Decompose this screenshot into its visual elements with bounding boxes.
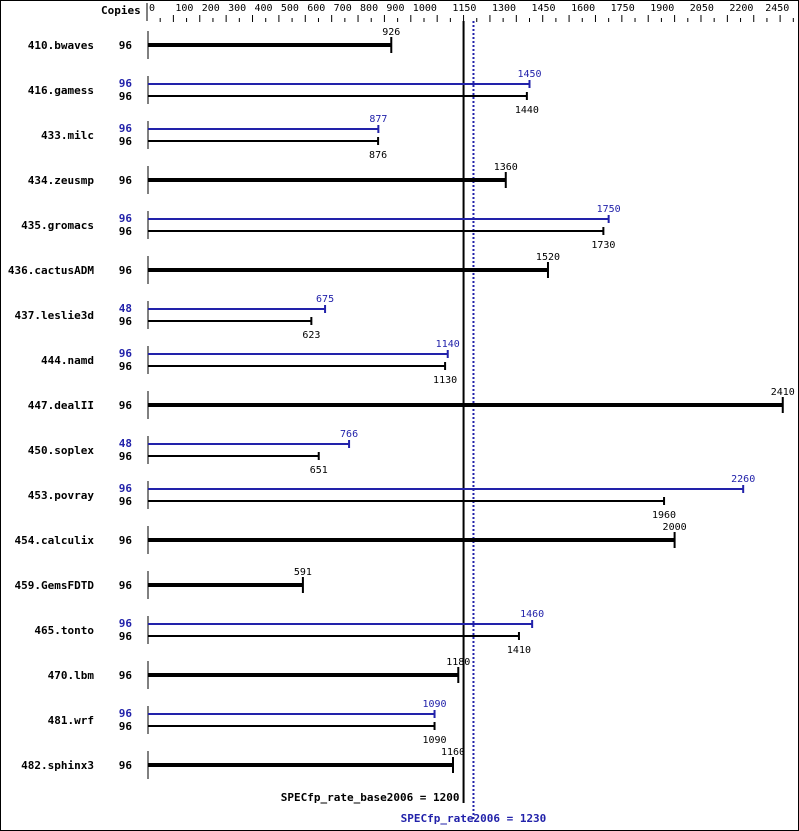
peak-value-label: 877 (369, 114, 387, 125)
base-copies: 96 (119, 720, 133, 733)
base-copies: 96 (119, 90, 133, 103)
base-value-label: 1960 (652, 510, 676, 521)
base-value-label: 1520 (536, 252, 560, 263)
benchmark-label: 410.bwaves (28, 39, 94, 52)
benchmark-label: 437.leslie3d (15, 309, 94, 322)
peak-copies: 96 (119, 347, 133, 360)
base-copies: 96 (119, 399, 133, 412)
peak-value-label: 1750 (597, 204, 621, 215)
base-copies: 96 (119, 759, 133, 772)
base-copies: 96 (119, 450, 133, 463)
base-value-label: 2410 (771, 387, 795, 398)
copies-header: Copies (101, 4, 141, 17)
base-value-label: 651 (310, 465, 328, 476)
tick-label-300: 300 (228, 3, 246, 14)
peak-copies: 96 (119, 122, 133, 135)
base-copies: 96 (119, 360, 133, 373)
base-value-label: 1410 (507, 645, 531, 656)
base-value-label: 1090 (422, 735, 446, 746)
tick-label-1450: 1450 (532, 3, 556, 14)
base-value-label: 876 (369, 150, 387, 161)
peak-copies: 96 (119, 212, 133, 225)
tick-label-700: 700 (334, 3, 352, 14)
peak-value-label: 1450 (517, 69, 541, 80)
benchmark-label: 435.gromacs (21, 219, 94, 232)
benchmark-label: 447.dealII (28, 399, 94, 412)
tick-label-1600: 1600 (571, 3, 595, 14)
peak-value-label: 675 (316, 294, 334, 305)
tick-label-1750: 1750 (611, 3, 635, 14)
tick-label-2050: 2050 (690, 3, 714, 14)
peak-copies: 96 (119, 707, 133, 720)
peak-copies: 48 (119, 437, 132, 450)
tick-label-2200: 2200 (729, 3, 753, 14)
tick-label-2450: 2450 (765, 3, 789, 14)
benchmark-label: 444.namd (41, 354, 94, 367)
benchmark-label: 454.calculix (15, 534, 95, 547)
tick-label-0: 0 (149, 3, 155, 14)
benchmark-label: 470.lbm (48, 669, 95, 682)
base-value-label: 1730 (591, 240, 615, 251)
base-value-label: 1360 (494, 162, 518, 173)
base-copies: 96 (119, 495, 133, 508)
base-value-label: 1160 (441, 747, 465, 758)
peak-value-label: 1090 (422, 699, 446, 710)
benchmark-label: 459.GemsFDTD (15, 579, 95, 592)
benchmark-label: 433.milc (41, 129, 94, 142)
base-copies: 96 (119, 264, 133, 277)
peak-value-label: 2260 (731, 474, 755, 485)
peak-copies: 96 (119, 617, 133, 630)
base-copies: 96 (119, 579, 133, 592)
base-copies: 96 (119, 630, 133, 643)
peak-copies: 96 (119, 77, 133, 90)
tick-label-900: 900 (386, 3, 404, 14)
peak-copies: 96 (119, 482, 133, 495)
base-copies: 96 (119, 39, 133, 52)
base-value-label: 2000 (663, 522, 687, 533)
tick-label-1300: 1300 (492, 3, 516, 14)
tick-label-100: 100 (175, 3, 193, 14)
tick-label-600: 600 (307, 3, 325, 14)
base-value-label: 926 (382, 27, 400, 38)
peak-copies: 48 (119, 302, 132, 315)
benchmark-label: 482.sphinx3 (21, 759, 94, 772)
tick-label-800: 800 (360, 3, 378, 14)
base-value-label: 1440 (515, 105, 539, 116)
peak-value-label: 1140 (436, 339, 460, 350)
tick-label-200: 200 (202, 3, 220, 14)
base-summary-label: SPECfp_rate_base2006 = 1200 (281, 791, 460, 804)
peak-value-label: 1460 (520, 609, 544, 620)
base-copies: 96 (119, 534, 133, 547)
tick-label-1900: 1900 (650, 3, 674, 14)
tick-label-500: 500 (281, 3, 299, 14)
benchmark-label: 436.cactusADM (8, 264, 94, 277)
base-value-label: 1180 (446, 657, 470, 668)
base-value-label: 623 (302, 330, 320, 341)
tick-label-1150: 1150 (452, 3, 476, 14)
peak-value-label: 766 (340, 429, 358, 440)
base-copies: 96 (119, 669, 133, 682)
peak-summary-label: SPECfp_rate2006 = 1230 (401, 812, 547, 825)
tick-label-1000: 1000 (413, 3, 437, 14)
benchmark-label: 453.povray (28, 489, 95, 502)
base-value-label: 1130 (433, 375, 457, 386)
benchmark-label: 416.gamess (28, 84, 94, 97)
base-copies: 96 (119, 135, 133, 148)
benchmark-label: 465.tonto (34, 624, 94, 637)
base-copies: 96 (119, 174, 133, 187)
base-copies: 96 (119, 315, 133, 328)
tick-label-400: 400 (255, 3, 273, 14)
base-copies: 96 (119, 225, 133, 238)
benchmark-label: 450.soplex (28, 444, 95, 457)
benchmark-label: 434.zeusmp (28, 174, 95, 187)
benchmark-label: 481.wrf (48, 714, 94, 727)
base-value-label: 591 (294, 567, 312, 578)
